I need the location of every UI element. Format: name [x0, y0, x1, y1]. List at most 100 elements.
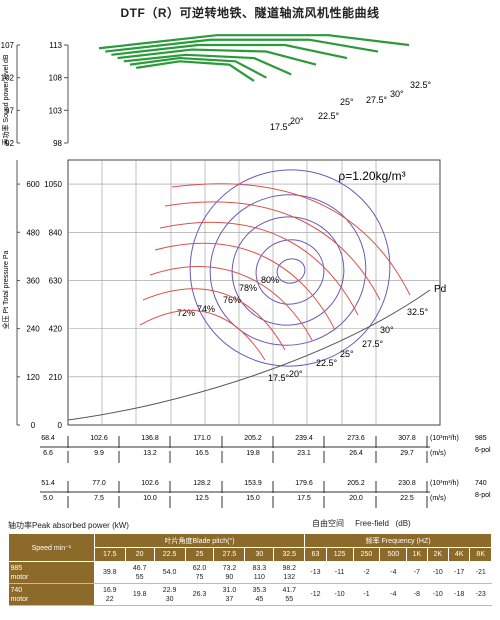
blade-pitch-header: 叶片角度Blade pitch(°) [93, 533, 306, 548]
power-cell: 35.3 45 [244, 583, 274, 606]
sound-inner-tick-label: 98 [53, 139, 62, 148]
pitch-column-header: 30 [244, 547, 275, 562]
pressure-inner-tick-label: 630 [49, 276, 63, 285]
pitch-column-header: 27.5 [213, 547, 246, 562]
frequency-column-header: 2K [426, 547, 449, 562]
frequency-column-header: 8K [469, 547, 492, 562]
x-axis-tick-label: 205.2 [347, 480, 365, 487]
pitch-curve [159, 221, 359, 316]
pressure-inner-tick-label: 840 [49, 228, 63, 237]
power-cell: 62.0 75 [185, 561, 214, 584]
x-axis-tick-label: 153.9 [244, 480, 262, 487]
x-axes-block: 68.4 102.6 136.8 171.0 205.2 239.4 273.6 307.8 (… [40, 435, 491, 508]
pd-curve [67, 289, 431, 421]
x-axis-tick-label: 239.4 [295, 435, 313, 442]
x-axis-tick-label: 12.5 [195, 495, 209, 502]
pressure-ylabel: 全压 Pt Total pressure Pa [1, 250, 10, 329]
pressure-outer-tick-label: 240 [26, 325, 40, 334]
x-axis-tick-label: 128.2 [193, 480, 211, 487]
db-cell: -11 [326, 561, 354, 584]
pitch-curve [154, 242, 336, 331]
power-cell: 26.3 [185, 583, 214, 606]
pitch-column-header: 20 [124, 547, 155, 562]
x-axis-tick-label: 136.8 [141, 435, 159, 442]
x-axis-tick-label: 19.8 [246, 450, 260, 457]
db-cell: -4 [379, 583, 407, 606]
pitch-column-header: 25 [184, 547, 215, 562]
x-axis-tick-label: 102.6 [90, 435, 108, 442]
x-axis-tick-label: 7.5 [94, 495, 104, 502]
x-axis-tick-label: 10.0 [143, 495, 157, 502]
sound-angle-label: 20° [290, 116, 304, 126]
efficiency-label: 72% [177, 308, 195, 318]
pressure-angle-label: 25° [340, 349, 354, 359]
x-axis-tick-label: 68.4 [41, 435, 55, 442]
pressure-angle-label: 27.5° [362, 339, 384, 349]
db-cell: -2 [353, 561, 380, 584]
pressure-outer-tick-label: 600 [26, 180, 40, 189]
frequency-column-header: 500 [379, 547, 408, 562]
pressure-angle-label: 20° [289, 369, 303, 379]
power-cell: 73.2 90 [213, 561, 245, 584]
sound-inner-tick-label: 113 [49, 41, 62, 50]
pitch-curve [149, 266, 313, 341]
efficiency-contour [189, 169, 391, 367]
x-axis-speed: 985 [475, 435, 487, 442]
x-axis-tick-label: 273.6 [347, 435, 365, 442]
db-cell: -17 [448, 561, 470, 584]
power-cell: 83.3 110 [244, 561, 274, 584]
sound-inner-tick-label: 108 [49, 74, 63, 83]
efficiency-contour [209, 194, 367, 346]
efficiency-label: 78% [239, 283, 257, 293]
power-section-label: 轴功率Peak absorbed power (kW) [8, 521, 129, 530]
x-axis-tick-label: 13.2 [143, 450, 157, 457]
power-cell: 41.7 55 [273, 583, 305, 606]
x-axis-tick-label: 17.5 [297, 495, 311, 502]
frequency-column-header: 1K [406, 547, 428, 562]
power-cell: 54.0 [154, 561, 186, 584]
sound-angle-label: 17.5° [270, 122, 292, 132]
x-axis-tick-label: 22.5 [400, 495, 414, 502]
frequency-header: 频率 Frequency (HZ) [304, 533, 492, 548]
pressure-frame [67, 159, 441, 426]
sound-curve-17.5° [136, 60, 255, 82]
db-cell: -1 [353, 583, 380, 606]
efficiency-label: 76% [223, 295, 241, 305]
x-axis-tick-label: 179.6 [295, 480, 313, 487]
sound-curve-27.5° [111, 43, 348, 60]
db-cell: -10 [326, 583, 354, 606]
power-cell: 19.8 [125, 583, 155, 606]
speed-cell: 740 motor [8, 583, 95, 606]
db-cell: -10 [427, 561, 449, 584]
speed-cell: 985 motor [8, 561, 95, 584]
chart-title: DTF（R）可逆转地铁、隧道轴流风机性能曲线 [120, 6, 380, 20]
x-axis-unit: (10³m³/h) [430, 435, 459, 442]
db-cell: -12 [304, 583, 327, 606]
x-axis-tick-label: 230.8 [398, 480, 416, 487]
pitch-curve [139, 309, 266, 361]
density-annotation: ρ=1.20kg/m³ [338, 169, 405, 183]
pitch-column-header: 17.5 [93, 547, 126, 562]
table-row: 985 motor 39.8 46.7 55 54.0 62.0 75 73.2 90 83… [8, 561, 492, 584]
sound-outer-tick-label: 107 [1, 41, 15, 50]
power-cell: 98.2 132 [273, 561, 305, 584]
x-axis-tick-label: 171.0 [193, 435, 211, 442]
x-axis-tick-label: 51.4 [41, 480, 55, 487]
db-cell: -4 [379, 561, 407, 584]
efficiency-label: 74% [197, 304, 215, 314]
frequency-column-header: 63 [304, 547, 327, 562]
db-cell: -10 [427, 583, 449, 606]
power-cell: 22.9 30 [154, 583, 186, 606]
sound-curve-32.5° [98, 34, 410, 50]
x-axis-pole: 8-pol [475, 492, 491, 499]
pressure-angle-label: 32.5° [407, 307, 429, 317]
db-cell: -23 [469, 583, 492, 606]
x-axis-unit: (m/s) [430, 450, 446, 457]
sound-inner-tick-label: 103 [49, 106, 63, 115]
x-axis-tick-label: 15.0 [246, 495, 260, 502]
efficiency-label: 80% [261, 275, 279, 285]
sound-angle-label: 22.5° [318, 111, 340, 121]
sound-outer-tick-label: 92 [5, 139, 14, 148]
x-axis-tick-label: 9.9 [94, 450, 104, 457]
